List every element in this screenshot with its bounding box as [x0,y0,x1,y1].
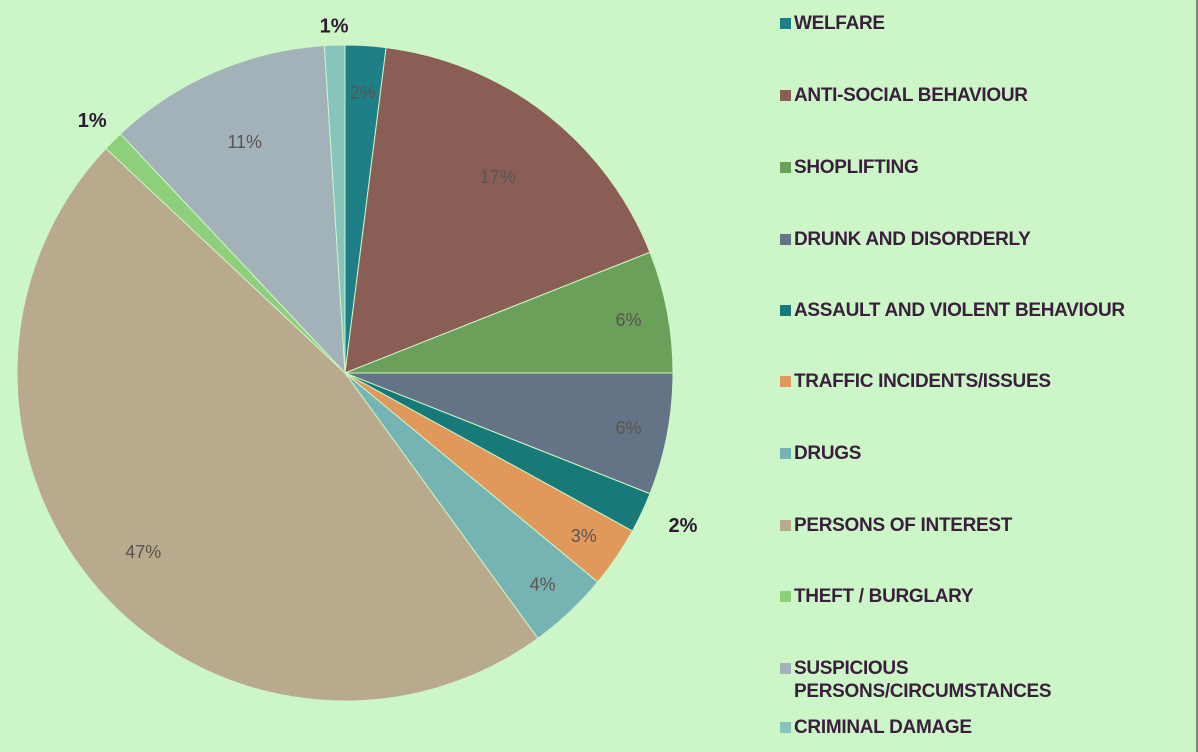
legend-label-suspicious-persons: SUSPICIOUS PERSONS/CIRCUMSTANCES [794,658,1052,702]
pie-data-label-shoplifting: 6% [616,310,642,330]
legend-swatch-assault-and-violent-behaviour [780,305,791,316]
legend-item-assault-and-violent-behaviour: ASSAULT AND VIOLENT BEHAVIOUR [780,299,1125,322]
pie-data-label-persons-of-interest: 47% [125,542,161,562]
legend-label-drunk-and-disorderly: DRUNK AND DISORDERLY [794,229,1031,250]
pie-slice-drunk-and-disorderly [344,372,674,495]
pie-slice-suspicious-persons-circumstances [119,45,346,375]
pie-data-label-anti-social-behaviour: 17% [480,167,516,187]
pie-data-label-drugs: 4% [530,574,556,594]
pie-data-label-assault-and-violent-behaviour: 2% [668,515,697,537]
legend-item-suspicious-persons: SUSPICIOUS PERSONS/CIRCUMSTANCES [780,657,1080,703]
pie-slice-persons-of-interest [16,147,539,702]
legend-item-shoplifting: SHOPLIFTING [780,156,919,179]
legend-label-traffic-incidents: TRAFFIC INCIDENTS/ISSUES [794,371,1051,392]
pie-data-label-theft-burglary: 1% [78,110,107,132]
legend-label-drugs: DRUGS [794,443,862,464]
pie-data-labels: 2% 17% 6% 6% 2% 3% 4% 47% 1% 11% 1% [78,15,698,594]
legend-swatch-shoplifting [780,162,791,173]
legend-label-welfare: WELFARE [794,13,885,34]
legend-swatch-theft-burglary [780,591,791,602]
legend-item-drugs: DRUGS [780,442,861,465]
legend-swatch-anti-social-behaviour [780,90,791,101]
legend-swatch-welfare [780,18,791,29]
legend-swatch-drugs [780,448,791,459]
legend-swatch-suspicious-persons [780,663,791,674]
legend-label-assault-and-violent-behaviour: ASSAULT AND VIOLENT BEHAVIOUR [794,300,1125,321]
pie-slice-anti-social-behaviour [344,47,651,374]
legend-swatch-criminal-damage [780,722,791,733]
pie-data-label-criminal-damage: 1% [320,15,349,37]
legend-item-persons-of-interest: PERSONS OF INTEREST [780,514,1012,537]
pie-plot-area: 2% 17% 6% 6% 2% 3% 4% 47% 1% 11% 1% [16,15,698,702]
pie-data-label-suspicious-persons-circumstances: 11% [227,132,262,152]
pie-data-label-drunk-and-disorderly: 6% [616,418,642,438]
legend-item-welfare: WELFARE [780,12,885,35]
legend-label-theft-burglary: THEFT / BURGLARY [794,586,974,607]
legend-swatch-persons-of-interest [780,520,791,531]
legend-item-criminal-damage: CRIMINAL DAMAGE [780,716,972,739]
pie-slice-shoplifting [344,251,674,374]
legend-label-persons-of-interest: PERSONS OF INTEREST [794,515,1013,536]
legend-swatch-drunk-and-disorderly [780,234,791,245]
legend-swatch-traffic-incidents [780,376,791,387]
pie-data-label-traffic-incidents-issues: 3% [571,526,597,546]
legend-item-theft-burglary: THEFT / BURGLARY [780,585,974,608]
legend-label-shoplifting: SHOPLIFTING [794,157,919,178]
legend-item-traffic-incidents: TRAFFIC INCIDENTS/ISSUES [780,370,1051,393]
pie-slice-criminal-damage [323,44,346,374]
legend-label-anti-social-behaviour: ANTI-SOCIAL BEHAVIOUR [794,85,1028,106]
legend-label-criminal-damage: CRIMINAL DAMAGE [794,717,972,738]
pie-data-label-welfare: 2% [350,82,376,102]
legend-item-anti-social-behaviour: ANTI-SOCIAL BEHAVIOUR [780,84,1028,107]
pie-slices [16,44,674,702]
legend-item-drunk-and-disorderly: DRUNK AND DISORDERLY [780,228,1031,251]
